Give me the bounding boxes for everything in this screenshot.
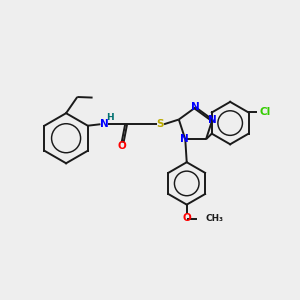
Text: S: S bbox=[157, 119, 164, 129]
Text: O: O bbox=[117, 141, 126, 151]
Text: CH₃: CH₃ bbox=[206, 214, 224, 223]
Text: N: N bbox=[191, 102, 200, 112]
Text: O: O bbox=[182, 214, 191, 224]
Text: N: N bbox=[180, 134, 189, 144]
Text: N: N bbox=[208, 115, 217, 124]
Text: H: H bbox=[106, 113, 114, 122]
Text: Cl: Cl bbox=[259, 107, 270, 118]
Text: N: N bbox=[100, 119, 108, 129]
